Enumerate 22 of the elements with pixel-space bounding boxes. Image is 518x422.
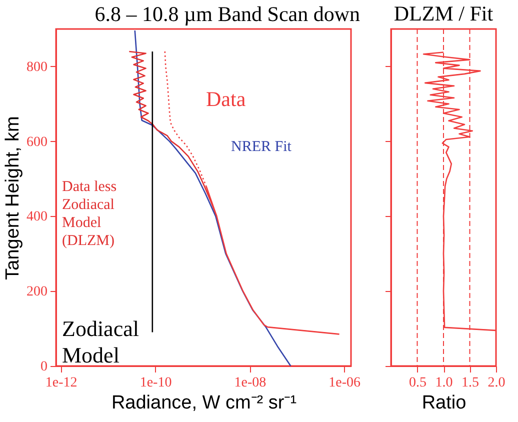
annotation: NRER Fit (231, 139, 292, 155)
x-tick-label: 1e-10 (140, 376, 172, 390)
y-tick-label: 400 (26, 210, 48, 225)
x-tick-label: 1e-06 (328, 376, 361, 390)
chart-title: 6.8 – 10.8 µm Band Scan down (94, 2, 361, 26)
x-axis-title: Radiance, W cm⁻² sr⁻¹ (111, 392, 297, 414)
y-axis-title: Tangent Height, km (2, 116, 24, 280)
y-tick-label: 800 (26, 60, 48, 75)
annotation: Data (206, 87, 246, 111)
y-tick-label: 0 (40, 360, 48, 374)
x-tick-label: 1e-08 (234, 376, 266, 390)
x-tick-label: 1.0 (435, 376, 453, 390)
x-axis-title: Ratio (422, 392, 466, 414)
y-tick-label: 600 (26, 134, 48, 150)
x-tick-label: 2.0 (488, 376, 506, 390)
x-tick-label: 0.5 (409, 376, 426, 390)
chart-title: DLZM / Fit (394, 2, 494, 26)
x-tick-label: 1.5 (462, 376, 479, 390)
annotation: Data less Zodiacal Model (DLZM) (62, 179, 117, 249)
y-tick-label: 200 (26, 284, 48, 300)
x-tick-label: 1e-12 (45, 376, 78, 390)
annotation: Zodiacal Model (62, 316, 139, 368)
